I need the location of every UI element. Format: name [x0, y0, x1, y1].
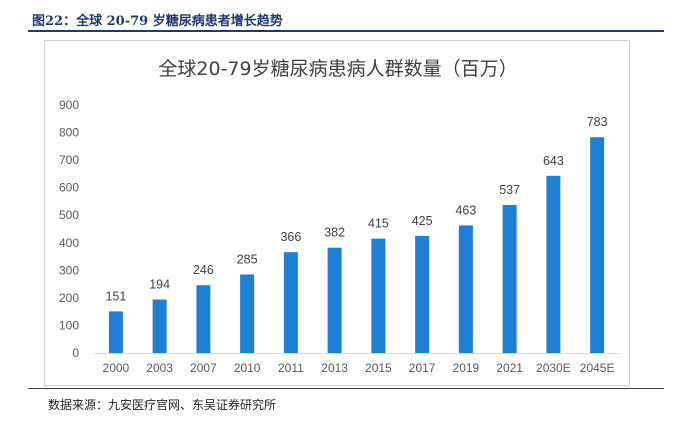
x-tick-label: 2019	[453, 361, 480, 375]
figure-title: 图22：全球 20-79 岁糖尿病患者增长趋势	[32, 14, 283, 29]
data-label: 425	[412, 214, 433, 228]
header-rule	[28, 30, 664, 32]
figure-header: 图22：全球 20-79 岁糖尿病患者增长趋势	[28, 6, 664, 32]
x-tick-label: 2021	[496, 361, 523, 375]
y-tick-label: 500	[59, 208, 79, 222]
data-label: 783	[587, 115, 608, 129]
data-labels: 151 194 246 285 366 382 415 425 463 537 643 783	[105, 115, 607, 303]
bar-2011	[283, 252, 298, 353]
x-tick-label: 2010	[234, 361, 261, 375]
data-label: 285	[237, 252, 258, 266]
bar-2045E	[590, 137, 605, 353]
bar-2000	[108, 311, 123, 353]
x-tick-label: 2011	[278, 361, 304, 375]
y-tick-label: 900	[59, 98, 79, 112]
bar-chart: 全球20-79岁糖尿病患病人群数量（百万） 0 100 200 300 400 500 60…	[59, 58, 619, 375]
y-tick-label: 600	[59, 181, 79, 195]
data-label: 151	[105, 289, 126, 303]
y-tick-label: 700	[59, 153, 79, 167]
data-label: 246	[193, 263, 214, 277]
bar-2021	[502, 205, 517, 353]
data-label: 537	[499, 183, 520, 197]
y-tick-label: 100	[59, 318, 79, 332]
data-label: 643	[543, 154, 564, 168]
x-tick-label: 2030E	[536, 361, 571, 375]
data-label: 366	[280, 230, 301, 244]
bar-2030E	[546, 175, 561, 353]
y-axis-ticks: 0 100 200 300 400 500 600 700 800 900	[59, 98, 79, 360]
bar-2003	[152, 299, 167, 353]
y-tick-label: 0	[72, 346, 79, 360]
x-tick-label: 2017	[409, 361, 436, 375]
data-label: 463	[455, 203, 476, 217]
x-tick-label: 2015	[365, 361, 392, 375]
y-tick-label: 400	[59, 236, 79, 250]
x-tick-label: 2007	[190, 361, 217, 375]
bar-2007	[196, 285, 211, 353]
y-tick-label: 200	[59, 291, 79, 305]
x-tick-label: 2000	[103, 361, 130, 375]
data-label: 415	[368, 217, 389, 231]
bottom-rule	[28, 388, 664, 389]
y-tick-label: 800	[59, 126, 79, 140]
bars	[108, 137, 605, 353]
x-tick-label: 2003	[146, 361, 173, 375]
chart-frame: 全球20-79岁糖尿病患病人群数量（百万） 0 100 200 300 400 500 60…	[44, 40, 630, 386]
y-tick-label: 300	[59, 263, 79, 277]
bar-2017	[415, 235, 430, 353]
x-axis-ticks: 2000 2003 2007 2010 2011 2013 2015 2017 2019 2021…	[103, 361, 615, 375]
bar-2015	[371, 238, 386, 353]
x-tick-label: 2045E	[580, 361, 615, 375]
chart-title: 全球20-79岁糖尿病患病人群数量（百万）	[158, 58, 517, 80]
bar-2010	[240, 274, 255, 353]
bar-2013	[327, 247, 342, 353]
x-tick-label: 2013	[321, 361, 348, 375]
source-note: 数据来源：九安医疗官网、东吴证券研究所	[48, 398, 277, 412]
data-label: 382	[324, 226, 345, 240]
data-label: 194	[149, 278, 170, 292]
bar-2019	[458, 225, 473, 353]
